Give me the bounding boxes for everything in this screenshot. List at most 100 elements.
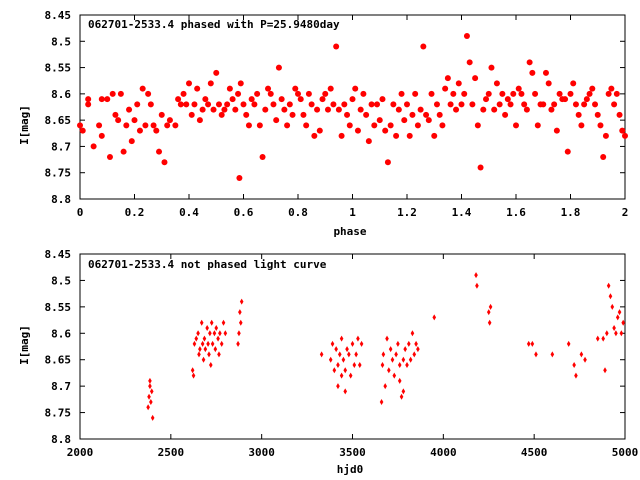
data-point: [218, 111, 225, 118]
data-point: [534, 122, 541, 129]
data-point: [542, 69, 549, 76]
data-point: [98, 96, 105, 103]
data-point: [223, 330, 228, 337]
data-point: [401, 117, 408, 124]
data-point: [368, 101, 375, 108]
data-point: [450, 90, 457, 97]
data-point: [166, 117, 173, 124]
data-point: [177, 101, 184, 108]
data-point: [117, 90, 124, 97]
data-point: [219, 340, 224, 347]
phased-light-curve-chart: 062701-2533.4 phased with P=25.9480day I…: [18, 9, 628, 238]
data-point: [229, 96, 236, 103]
x-tick-label: 0.6: [234, 206, 254, 219]
data-point: [383, 383, 387, 390]
data-point: [192, 340, 197, 347]
data-point: [275, 64, 282, 71]
data-point: [201, 356, 206, 363]
data-point: [199, 319, 204, 326]
data-point: [491, 106, 498, 113]
data-point: [412, 90, 419, 97]
data-point: [507, 101, 514, 108]
data-point: [235, 90, 242, 97]
x-tick-label: 1.4: [452, 206, 472, 219]
x-tick-label: 0.4: [179, 206, 199, 219]
data-point: [311, 132, 318, 139]
data-point: [614, 330, 618, 337]
data-point: [572, 101, 579, 108]
data-point: [339, 372, 344, 379]
data-point: [406, 132, 413, 139]
data-point: [328, 356, 333, 363]
y-tick-label: 8.5: [51, 35, 71, 48]
data-point: [579, 351, 584, 358]
data-point: [292, 85, 299, 92]
data-point: [613, 90, 620, 97]
data-point: [77, 122, 83, 129]
data-point: [341, 356, 346, 363]
data-point: [147, 393, 151, 400]
data-point: [401, 356, 406, 363]
data-point: [600, 153, 607, 160]
data-point: [548, 106, 555, 113]
data-point: [202, 96, 209, 103]
data-point: [436, 111, 443, 118]
data-point: [474, 272, 478, 279]
data-point: [245, 122, 252, 129]
data-point: [404, 101, 410, 108]
data-point: [387, 367, 391, 374]
data-point: [360, 90, 367, 97]
data-point: [423, 111, 430, 118]
data-point: [483, 96, 490, 103]
data-point: [486, 309, 491, 316]
data-point: [616, 111, 623, 118]
data-point: [153, 127, 160, 134]
x-tick-label: 4500: [521, 446, 548, 459]
data-point: [414, 122, 421, 129]
data-point: [224, 101, 231, 108]
data-point: [156, 148, 163, 155]
data-point: [126, 106, 133, 113]
data-point: [407, 340, 411, 347]
data-point: [487, 319, 492, 326]
data-point: [330, 340, 335, 347]
data-point: [216, 335, 220, 342]
data-point: [390, 101, 397, 108]
data-point: [197, 351, 201, 358]
data-point: [209, 319, 214, 326]
data-point: [190, 367, 195, 374]
data-point: [439, 122, 446, 129]
data-point: [303, 122, 310, 129]
data-point: [259, 153, 266, 160]
y-tick-label: 8.6: [51, 88, 71, 101]
data-point: [343, 367, 348, 374]
data-point: [403, 346, 407, 353]
data-point: [236, 340, 240, 347]
data-point: [256, 122, 263, 129]
data-point: [357, 362, 362, 368]
data-point: [356, 335, 360, 342]
data-point: [444, 75, 451, 82]
data-point: [90, 143, 97, 150]
data-point: [608, 293, 613, 300]
x-tick-label: 1: [349, 206, 356, 219]
data-point: [191, 372, 196, 379]
data-point: [161, 159, 168, 166]
data-point: [172, 122, 179, 129]
data-point: [205, 325, 209, 331]
data-point: [397, 377, 402, 384]
data-point: [147, 101, 154, 108]
phased-chart-ylabel: I[mag]: [18, 105, 31, 145]
data-point: [499, 90, 506, 97]
data-point: [149, 399, 153, 405]
data-point: [529, 69, 536, 76]
data-point: [112, 111, 119, 118]
data-point: [106, 153, 113, 160]
data-point: [85, 96, 92, 103]
data-point: [336, 362, 340, 368]
data-point: [395, 106, 402, 113]
data-point: [213, 346, 218, 353]
y-tick-label: 8.8: [51, 433, 71, 446]
data-point: [602, 132, 609, 139]
data-point: [343, 388, 348, 395]
